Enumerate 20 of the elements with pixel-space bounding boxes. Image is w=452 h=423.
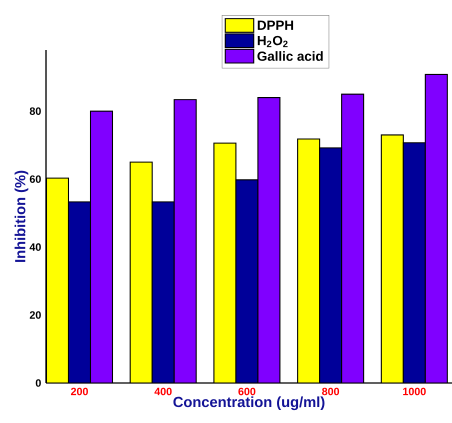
bar bbox=[68, 201, 92, 383]
x-tick-label: 600 bbox=[238, 388, 256, 396]
legend-label: Gallic acid bbox=[257, 51, 323, 61]
y-tick-label: 80 bbox=[30, 107, 41, 115]
x-tick-label: 400 bbox=[154, 388, 172, 396]
y-tick-label: 0 bbox=[36, 379, 41, 387]
x-tick-label: 800 bbox=[322, 388, 340, 396]
x-tick-label: 200 bbox=[70, 388, 88, 396]
bar bbox=[152, 201, 175, 383]
bar bbox=[402, 142, 426, 383]
legend-label: H$_{2}$O$_{2}$ bbox=[258, 36, 288, 48]
y-axis-title: Inhibition (%) bbox=[14, 170, 28, 262]
y-tick-label: 20 bbox=[30, 311, 41, 319]
x-axis-title: Concentration (ug/ml) bbox=[173, 396, 324, 410]
legend-label: DPPH bbox=[258, 20, 294, 30]
bar bbox=[235, 179, 258, 383]
bar bbox=[319, 147, 342, 383]
x-tick-label: 1000 bbox=[403, 388, 426, 396]
y-tick-label: 60 bbox=[30, 175, 41, 183]
y-tick-label: 40 bbox=[30, 243, 41, 251]
